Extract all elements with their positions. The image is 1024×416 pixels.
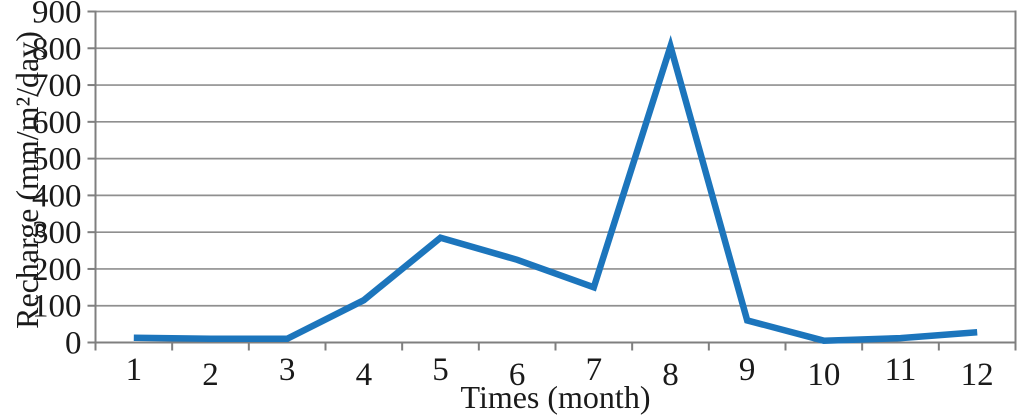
x-tick-label: 9 — [739, 352, 756, 388]
y-tick-label: 0 — [65, 326, 82, 362]
plot-border — [94, 10, 1017, 344]
y-tick-label: 900 — [32, 0, 82, 31]
y-tick-label: 400 — [32, 178, 82, 214]
gridlines — [95, 10, 1016, 344]
x-tick-label: 3 — [279, 352, 296, 388]
x-axis-label: Times (month) — [461, 379, 651, 415]
x-tick-label: 11 — [885, 352, 917, 388]
y-tick-label: 700 — [32, 68, 82, 104]
y-tick-label: 100 — [32, 289, 82, 325]
x-tick-label: 12 — [961, 357, 994, 393]
x-tick-label: 4 — [356, 357, 373, 393]
y-tick-label: 500 — [32, 142, 82, 178]
axis-ticks — [87, 10, 1017, 351]
y-tick-label: 800 — [32, 31, 82, 67]
x-tick-label: 10 — [807, 357, 840, 393]
x-tick-label: 7 — [586, 352, 603, 388]
y-axis-label: Recharge (mm/m²/day) — [9, 31, 45, 329]
x-tick-label: 5 — [432, 352, 449, 388]
x-tick-label: 2 — [202, 357, 219, 393]
y-tick-label: 300 — [32, 215, 82, 251]
x-tick-label: 1 — [126, 352, 143, 388]
recharge-series-line — [133, 35, 978, 344]
x-tick-label: 6 — [509, 357, 526, 393]
x-tick-labels: 1 2 3 4 5 6 7 8 9 10 11 12 — [126, 352, 994, 393]
x-tick-label: 8 — [662, 357, 679, 393]
y-tick-label: 600 — [32, 105, 82, 141]
y-tick-label: 200 — [32, 252, 82, 288]
